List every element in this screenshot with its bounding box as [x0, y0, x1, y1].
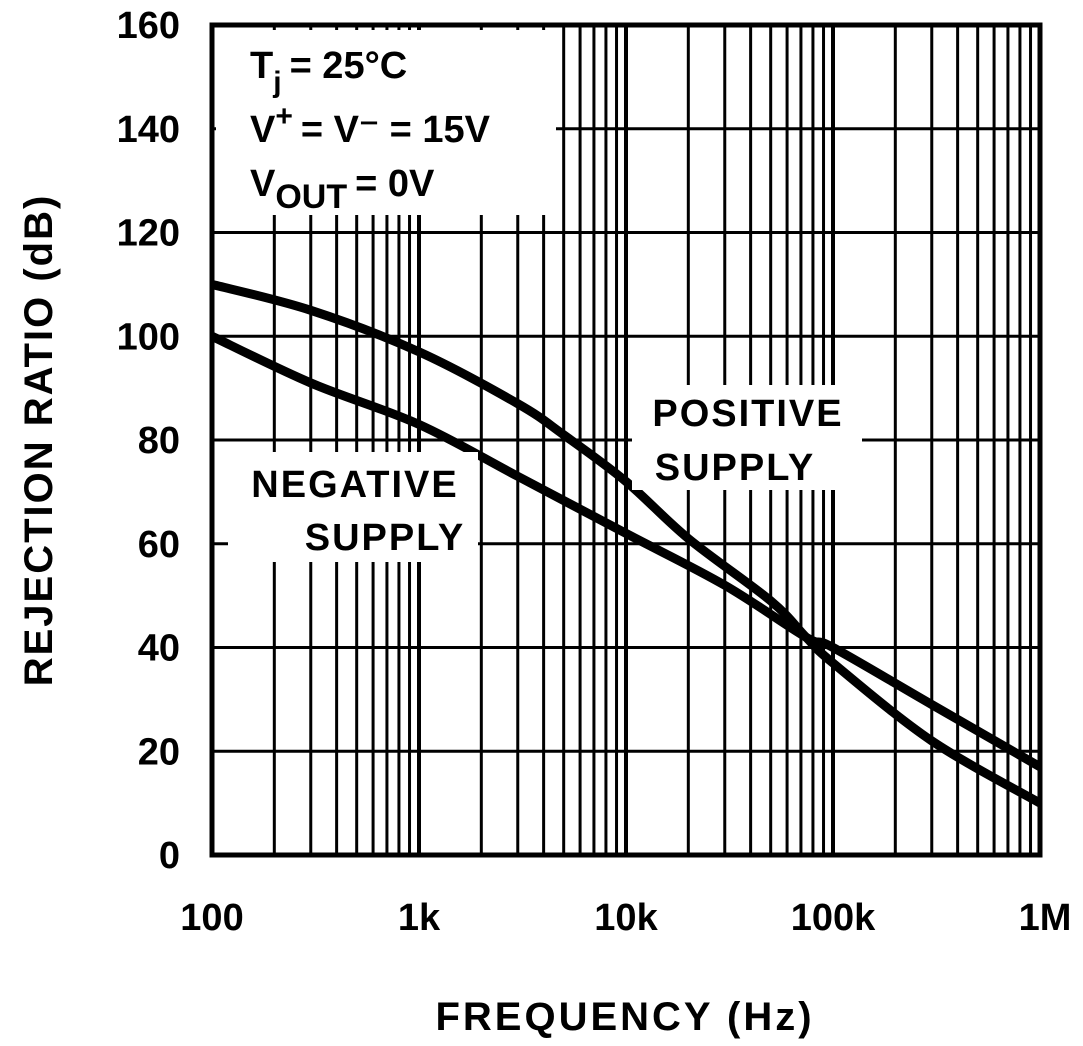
y-tick-label: 120 [117, 213, 180, 255]
y-axis-label: REJECTION RATIO (dB) [17, 194, 61, 687]
x-tick-label: 10k [594, 897, 658, 939]
x-tick-label: 100 [180, 897, 243, 939]
condition-vout: VOUT = 0V [250, 163, 435, 216]
y-tick-label: 0 [159, 835, 180, 877]
y-tick-label: 40 [138, 628, 180, 670]
x-tick-label: 1k [398, 897, 441, 939]
positive-label-bg [632, 385, 862, 490]
y-tick-label: 80 [138, 420, 180, 462]
negative-label-bg [228, 452, 478, 562]
plot-frame [209, 22, 1043, 858]
curves [210, 280, 1043, 808]
y-tick-label: 160 [117, 5, 180, 47]
negative-supply-curve [210, 332, 1043, 771]
condition-tj: Tj = 25°C [250, 45, 407, 99]
y-tick-label: 140 [117, 109, 180, 151]
x-axis-label: FREQUENCY (Hz) [435, 995, 814, 1039]
y-tick-label: 100 [117, 316, 180, 358]
positive-supply-label-1: POSITIVE [652, 393, 843, 435]
negative-supply-label-2: SUPPLY [305, 517, 466, 559]
labels: Tj = 25°C V+ = V⁻ = 15V VOUT = 0V POSITIVE … [216, 30, 862, 562]
x-tick-label: 100k [791, 897, 876, 939]
y-tick-label: 60 [138, 524, 180, 566]
condition-supply: V+ = V⁻ = 15V [250, 100, 491, 151]
x-tick-label: 1M [1019, 897, 1072, 939]
y-tick-label: 20 [138, 731, 180, 773]
negative-supply-label-1: NEGATIVE [251, 464, 458, 506]
positive-supply-curve [210, 280, 1043, 808]
tick-labels: 0 20 40 60 80 100 120 140 160 100 1k 10k 100k 1M [117, 5, 1072, 939]
positive-supply-label-2: SUPPLY [655, 447, 816, 489]
conditions-box-bg [216, 30, 556, 215]
